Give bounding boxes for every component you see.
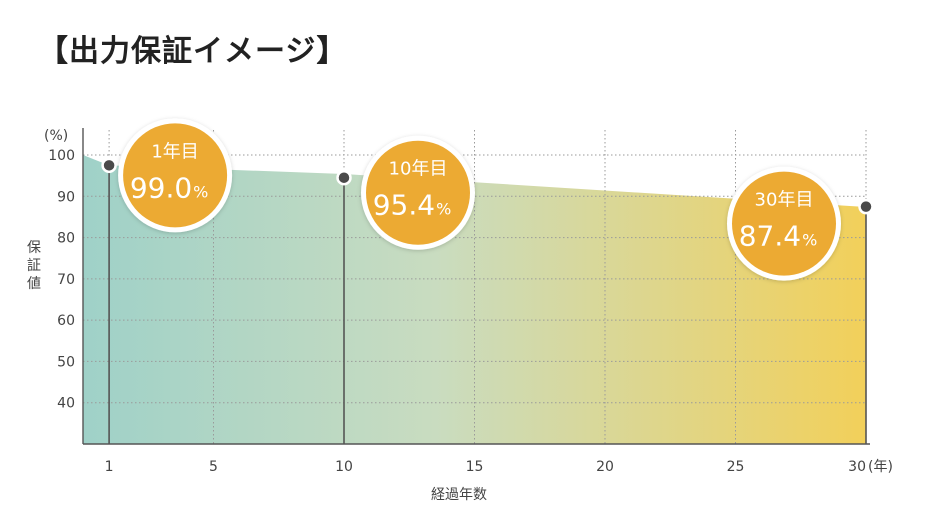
x-tick-label-30: 30 (848, 459, 866, 475)
y-tick-label-100: 100 (48, 148, 75, 164)
y-tick-label-70: 70 (57, 272, 75, 288)
x-tick-label-1: 1 (105, 459, 114, 475)
y-tick-label-60: 60 (57, 313, 75, 329)
bubble-year-30: 30年目 87.4% (727, 166, 841, 281)
bubble-value: 99.0% (130, 171, 209, 204)
x-tick-label-25: 25 (727, 459, 745, 475)
y-tick-label-40: 40 (57, 396, 75, 412)
page-title: 【出力保証イメージ】 (38, 34, 348, 69)
marker-year-1 (101, 157, 117, 174)
bubble-fill (732, 171, 836, 276)
marker-year-30 (858, 198, 874, 215)
y-axis-label: 保証値 (27, 240, 41, 292)
y-unit-label: (%) (44, 128, 68, 144)
bubble-label: 30年目 (755, 190, 814, 211)
bubble-label: 1年目 (151, 141, 198, 162)
bubble-fill (123, 123, 228, 228)
bubble-label: 10年目 (389, 159, 448, 180)
bubble-fill (366, 140, 470, 245)
x-axis-label: 経過年数 (431, 487, 487, 503)
y-tick-label-50: 50 (57, 354, 75, 370)
x-tick-label-20: 20 (596, 459, 614, 475)
y-tick-label-80: 80 (57, 231, 75, 247)
marker-year-10 (336, 169, 352, 186)
y-tick-label-90: 90 (57, 189, 75, 205)
bubble-value: 87.4% (739, 220, 818, 253)
x-tick-label-10: 10 (335, 459, 353, 475)
bubble-value: 95.4% (373, 189, 452, 222)
x-tick-label-5: 5 (209, 459, 218, 475)
x-unit-label: (年) (868, 459, 893, 475)
bubble-year-10: 10年目 95.4% (361, 135, 475, 250)
bubble-year-1: 1年目 99.0% (118, 118, 233, 233)
x-tick-label-15: 15 (466, 459, 484, 475)
